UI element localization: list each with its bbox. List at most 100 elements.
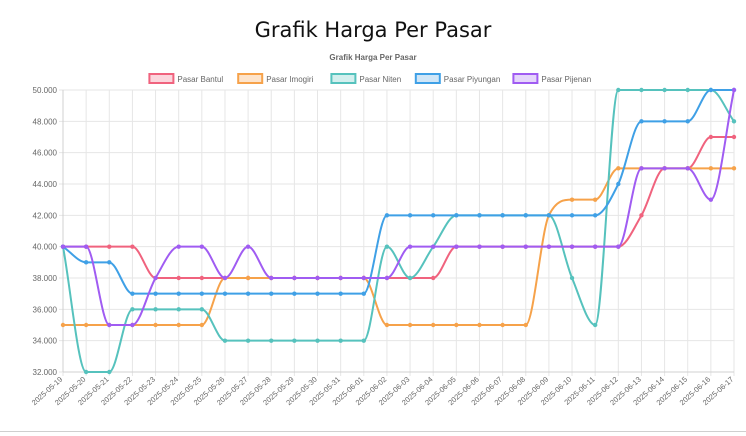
data-point [639, 213, 644, 218]
data-point [130, 291, 135, 296]
data-point [431, 322, 436, 328]
data-point [477, 322, 482, 328]
data-point [569, 275, 575, 281]
data-point [731, 119, 737, 124]
data-point [222, 338, 228, 343]
y-tick-label: 50.000 [33, 86, 58, 95]
data-point [662, 119, 667, 124]
data-point [616, 166, 621, 171]
legend-swatch [330, 73, 357, 84]
data-point [384, 213, 390, 218]
data-point [292, 291, 297, 296]
data-point [176, 322, 181, 328]
data-point [616, 181, 621, 187]
data-point [569, 213, 575, 218]
data-point [107, 322, 112, 328]
data-point [153, 275, 158, 281]
data-point [107, 369, 112, 375]
series-line [63, 89, 735, 326]
data-point [176, 244, 181, 249]
data-point [338, 291, 343, 296]
bottom-divider [0, 431, 746, 432]
data-point [153, 307, 158, 312]
data-point [199, 307, 205, 312]
data-point [130, 244, 135, 249]
data-point [454, 244, 459, 249]
data-point [83, 244, 89, 249]
data-point [431, 213, 436, 218]
y-tick-label: 40.000 [33, 243, 58, 252]
data-point [592, 244, 598, 249]
data-point [731, 87, 737, 93]
data-point [477, 244, 482, 249]
data-point [130, 322, 135, 328]
data-point [60, 322, 66, 328]
y-tick-label: 34.000 [33, 337, 58, 346]
data-point [60, 244, 66, 249]
data-point [199, 322, 205, 328]
legend-item: Pasar Imogiri [237, 73, 314, 84]
legend-swatch [414, 73, 441, 84]
data-point [107, 260, 112, 265]
data-point [199, 291, 205, 296]
data-point [176, 275, 181, 281]
data-point [83, 322, 89, 328]
data-point [199, 275, 205, 281]
data-point [431, 244, 436, 249]
legend-swatch [148, 73, 175, 84]
data-point [361, 291, 366, 296]
legend-item: Pasar Bantul [148, 73, 223, 84]
legend-label: Pasar Piyungan [444, 75, 500, 84]
series-pasar-piyungan [60, 87, 737, 296]
legend-swatch [512, 73, 539, 84]
data-point [222, 291, 228, 296]
data-point [662, 166, 667, 171]
data-point [523, 213, 528, 218]
data-point [338, 275, 343, 281]
legend-item: Pasar Pijenan [512, 73, 591, 84]
data-point [569, 197, 575, 202]
y-tick-label: 38.000 [33, 274, 58, 283]
data-point [708, 134, 714, 140]
legend-label: Pasar Niten [359, 75, 401, 84]
data-point [477, 213, 482, 218]
data-point [569, 244, 575, 249]
legend-label: Pasar Bantul [177, 75, 223, 84]
data-point [546, 244, 552, 249]
data-point [292, 338, 297, 343]
series-pasar-pijenan [60, 87, 737, 328]
y-tick-label: 48.000 [33, 117, 58, 126]
data-point [176, 291, 181, 296]
data-point [731, 134, 737, 140]
data-point [176, 307, 181, 312]
data-point [407, 322, 413, 328]
data-point [83, 260, 89, 265]
data-point [685, 87, 690, 93]
y-tick-label: 32.000 [33, 368, 58, 377]
data-point [222, 275, 228, 281]
data-point [639, 166, 644, 171]
data-point [431, 275, 436, 281]
data-point [708, 197, 714, 202]
y-axis: 32.000 34.000 36.000 38.000 40.000 42.000 44.0… [33, 86, 58, 377]
data-point [315, 275, 320, 281]
data-point [592, 213, 598, 218]
data-point [662, 87, 667, 93]
data-point [315, 338, 320, 343]
data-point [384, 244, 390, 249]
data-point [153, 322, 158, 328]
data-point [269, 275, 274, 281]
data-point [292, 275, 297, 281]
data-point [407, 213, 413, 218]
legend-swatch [237, 73, 264, 84]
data-point [639, 119, 644, 124]
page-title: Grafik Harga Per Pasar [254, 18, 492, 42]
data-point [245, 275, 251, 281]
data-point [153, 291, 158, 296]
data-point [361, 338, 366, 343]
data-point [708, 87, 714, 93]
data-point [731, 166, 737, 171]
data-point [245, 291, 251, 296]
data-point [384, 275, 390, 281]
